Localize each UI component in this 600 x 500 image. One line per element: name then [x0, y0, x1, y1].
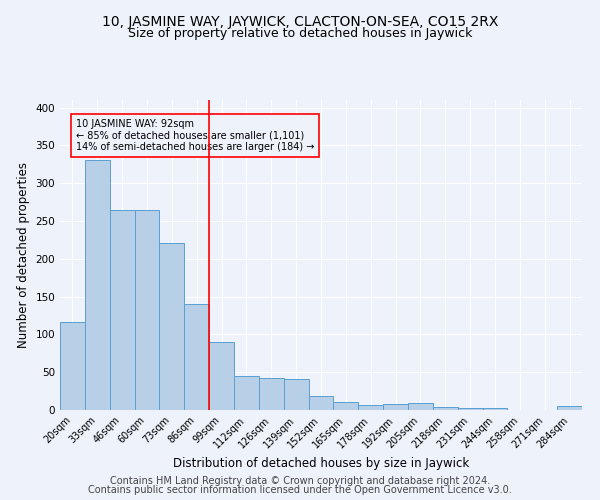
- Bar: [234, 376, 259, 410]
- Bar: [482, 408, 508, 410]
- X-axis label: Distribution of detached houses by size in Jaywick: Distribution of detached houses by size …: [173, 456, 469, 469]
- Bar: [383, 404, 408, 410]
- Bar: [110, 210, 134, 410]
- Bar: [259, 378, 284, 410]
- Text: Contains public sector information licensed under the Open Government Licence v3: Contains public sector information licen…: [88, 485, 512, 495]
- Bar: [85, 160, 110, 410]
- Bar: [358, 404, 383, 410]
- Text: 10 JASMINE WAY: 92sqm
← 85% of detached houses are smaller (1,101)
14% of semi-d: 10 JASMINE WAY: 92sqm ← 85% of detached …: [76, 119, 314, 152]
- Y-axis label: Number of detached properties: Number of detached properties: [17, 162, 30, 348]
- Bar: [160, 243, 184, 410]
- Bar: [134, 210, 160, 410]
- Bar: [284, 379, 308, 410]
- Bar: [458, 408, 482, 410]
- Text: 10, JASMINE WAY, JAYWICK, CLACTON-ON-SEA, CO15 2RX: 10, JASMINE WAY, JAYWICK, CLACTON-ON-SEA…: [102, 15, 498, 29]
- Bar: [408, 403, 433, 410]
- Bar: [334, 402, 358, 410]
- Bar: [308, 396, 334, 410]
- Bar: [209, 342, 234, 410]
- Bar: [60, 322, 85, 410]
- Bar: [184, 304, 209, 410]
- Bar: [557, 406, 582, 410]
- Bar: [433, 407, 458, 410]
- Text: Contains HM Land Registry data © Crown copyright and database right 2024.: Contains HM Land Registry data © Crown c…: [110, 476, 490, 486]
- Text: Size of property relative to detached houses in Jaywick: Size of property relative to detached ho…: [128, 28, 472, 40]
